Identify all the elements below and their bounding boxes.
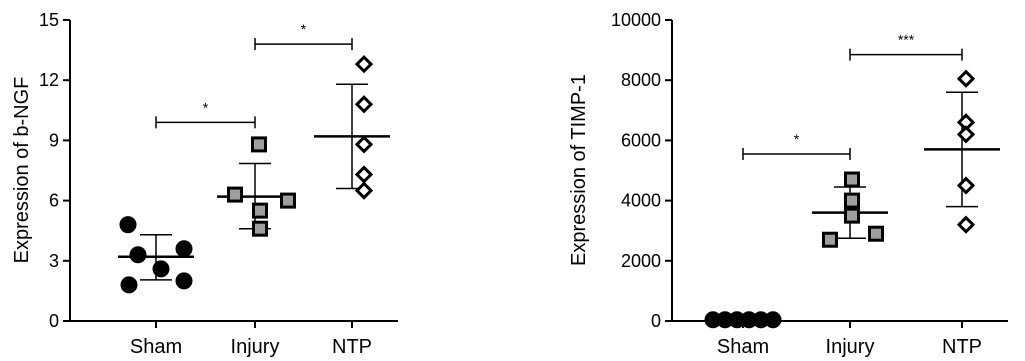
data-point: [354, 165, 374, 184]
data-point: [252, 202, 268, 219]
data-point: [120, 276, 138, 294]
y-tick-label: 8000: [621, 70, 661, 90]
y-tick-label: 12: [39, 70, 59, 90]
data-point: [119, 216, 137, 234]
y-tick-label: 4000: [621, 191, 661, 211]
significance-label: ***: [898, 32, 915, 48]
data-point: [129, 246, 147, 264]
chart-panel-b-ngf: Expression of b-NGF 0 3 6 9 12 15 Sham Injury NT…: [11, 10, 398, 358]
data-point: [354, 181, 374, 200]
x-tick-label: NTP: [332, 336, 372, 358]
data-point: [844, 207, 860, 224]
data-point: [822, 231, 838, 248]
data-point: [354, 135, 374, 154]
data-point: [956, 69, 976, 88]
y-tick-label: 9: [49, 130, 59, 150]
data-point: [844, 192, 860, 209]
significance-label: *: [301, 21, 307, 37]
y-axis-title: Expression of b-NGF: [11, 77, 33, 264]
y-tick-label: 6000: [621, 130, 661, 150]
data-point: [868, 225, 884, 242]
y-axis-title: Expression of TIMP-1: [568, 74, 590, 266]
y-tick-label: 3: [49, 251, 59, 271]
y-tick-label: 2000: [621, 251, 661, 271]
x-tick-label: Injury: [826, 336, 875, 358]
data-point: [175, 272, 193, 290]
x-tick-label: NTP: [942, 336, 982, 358]
x-tick-label: Injury: [231, 336, 280, 358]
y-tick-label: 6: [49, 191, 59, 211]
data-point: [175, 240, 193, 258]
chart-panel-timp-1: Expression of TIMP-1 0 2000 4000 6000 8000 10…: [568, 10, 1008, 358]
x-tick-label: Sham: [717, 336, 769, 358]
data-point: [844, 171, 860, 188]
data-point: [956, 176, 976, 195]
y-tick-label: 15: [39, 10, 59, 30]
data-point: [956, 125, 976, 144]
data-point: [764, 311, 782, 329]
significance-label: *: [203, 99, 209, 115]
data-point: [354, 55, 374, 74]
y-tick-label: 0: [49, 311, 59, 331]
significance-label: *: [794, 131, 800, 147]
data-point: [227, 186, 243, 203]
data-point: [280, 192, 296, 209]
y-tick-label: 10000: [611, 10, 661, 30]
data-point: [251, 136, 267, 153]
data-point: [354, 95, 374, 114]
data-point: [956, 215, 976, 234]
y-tick-label: 0: [651, 311, 661, 331]
x-tick-label: Sham: [130, 336, 182, 358]
data-point: [152, 260, 170, 278]
data-point: [252, 220, 268, 237]
